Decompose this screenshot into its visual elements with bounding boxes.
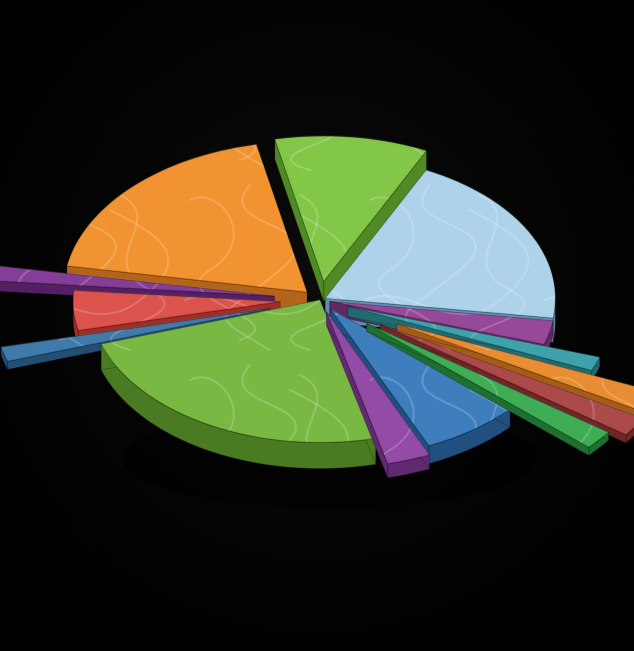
chart-stage xyxy=(0,0,634,651)
pie-chart-3d xyxy=(0,0,634,651)
